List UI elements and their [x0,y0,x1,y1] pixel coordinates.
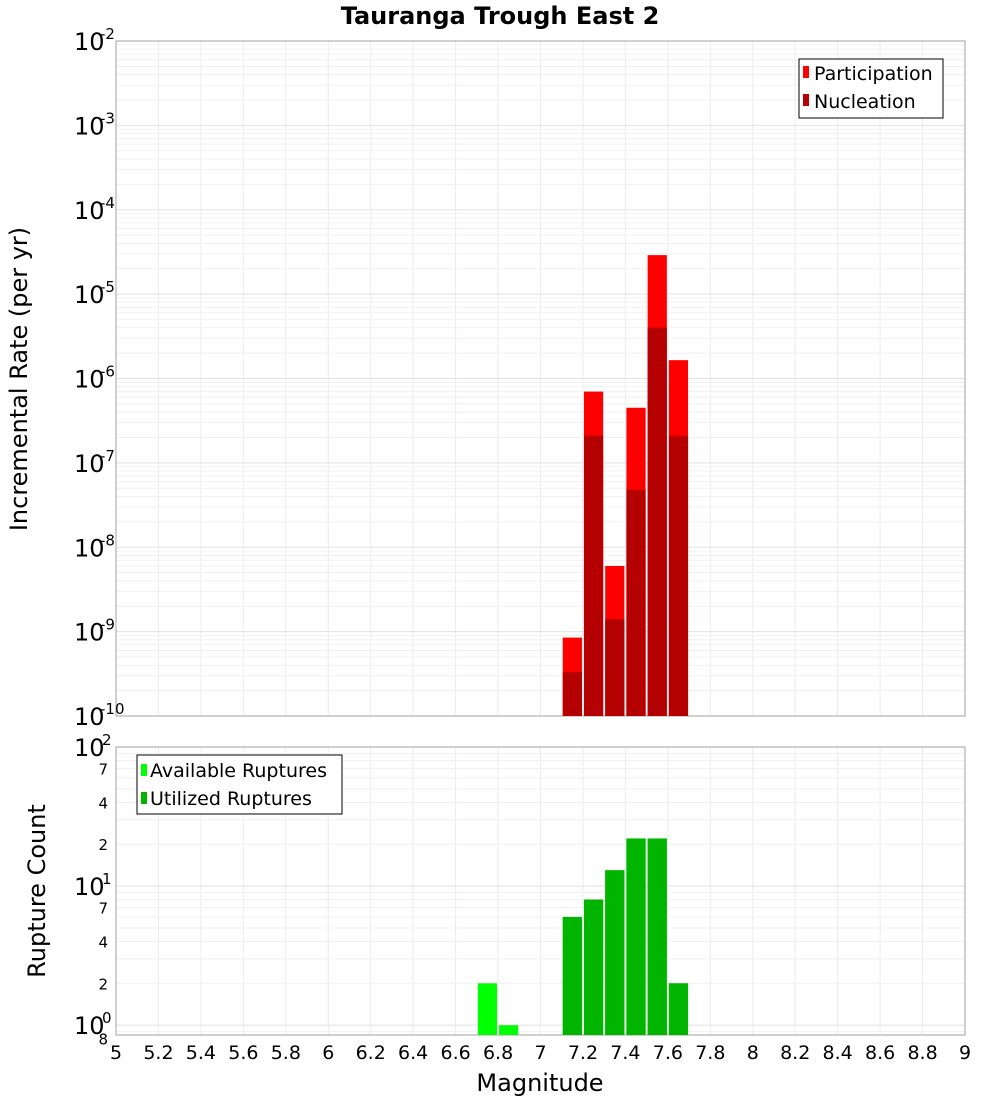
x-tick-label: 6.4 [398,1042,428,1064]
utilized-ruptures-bar [583,899,604,1035]
x-tick-label: 6 [322,1042,334,1064]
bottom-y-minor-tick-label: 8 [98,1031,108,1049]
bottom-y-tick-exponent: 2 [102,731,112,749]
legend-swatch-participation [803,66,809,78]
x-tick-label: 8 [747,1042,759,1064]
legend-label-available-ruptures: Available Ruptures [150,760,327,782]
x-axis-label: Magnitude [476,1069,603,1097]
x-tick-label: 5.4 [186,1042,216,1064]
x-tick-label: 7.8 [695,1042,725,1064]
utilized-ruptures-bar [605,870,625,1035]
nucleation-bar [647,327,667,716]
x-tick-labels: 5 5.2 5.4 5.6 5.8 6 6.2 6.4 6.6 6.8 7 7.2 7.4 7.6 7.8 8… [110,1042,971,1064]
chart-title: Tauranga Trough East 2 [341,2,660,30]
bottom-y-tick-exponent: 0 [102,1009,112,1027]
top-y-tick-label: 10 [74,703,105,731]
bottom-plot-frame [115,746,966,1036]
legend-swatch-nucleation [803,94,809,106]
top-y-tick-label: 10 [74,366,105,394]
x-tick-label: 8.6 [865,1042,895,1064]
top-y-tick-label: 10 [74,619,105,647]
x-tick-label: 6.8 [483,1042,513,1064]
nucleation-bar [605,619,625,716]
bottom-y-minor-tick-label: 7 [98,761,108,779]
top-y-tick-exponent: -2 [100,25,115,43]
bottom-y-tick-label: 10 [74,1012,105,1040]
legend-swatch-utilized-ruptures [141,792,147,804]
top-bars [562,255,689,716]
top-y-tick-label: 10 [74,281,105,309]
nucleation-bar [668,435,689,716]
utilized-ruptures-bar [562,916,582,1035]
top-y-tick-label: 10 [74,112,105,140]
x-tick-label: 8.4 [823,1042,853,1064]
legend-label-nucleation: Nucleation [814,91,916,113]
x-tick-label: 7.6 [653,1042,683,1064]
bottom-y-minor-tick-label: 2 [98,836,108,854]
top-y-tick-exponent: -8 [100,531,115,549]
bottom-y-tick-label: 10 [74,873,105,901]
top-gridlines [115,41,966,717]
top-legend: Participation Nucleation [798,58,944,119]
legend-label-utilized-ruptures: Utilized Ruptures [150,788,312,810]
bottom-y-minor-tick-label: 2 [98,975,108,993]
nucleation-bar [626,489,646,716]
bottom-y-tick-exponent: 1 [102,870,112,888]
bottom-y-tick-label: 10 [74,734,105,762]
legend-swatch-available-ruptures [141,764,147,776]
nucleation-bar [583,435,604,716]
top-y-tick-exponent: -3 [100,109,115,127]
available-ruptures-bar [477,983,498,1035]
top-y-tick-exponent: -9 [100,616,115,634]
top-y-tick-label: 10 [74,28,105,56]
x-tick-label: 5.6 [228,1042,258,1064]
x-tick-label: 5.8 [271,1042,301,1064]
top-y-tick-exponent: -7 [100,447,115,465]
top-y-tick-exponent: -10 [100,700,125,718]
utilized-ruptures-bar [668,983,689,1035]
x-tick-label: 7.4 [610,1042,640,1064]
bottom-bars [477,838,689,1035]
top-y-tick-label: 10 [74,197,105,225]
top-y-tick-labels: 10-210-310-410-510-610-710-810-910-10 [74,25,125,731]
x-tick-label: 8.8 [907,1042,937,1064]
bottom-legend: Available Ruptures Utilized Ruptures [136,754,343,815]
x-tick-label: 9 [959,1042,971,1064]
top-plot-frame [115,40,966,717]
top-y-tick-label: 10 [74,450,105,478]
x-tick-label: 5 [110,1042,122,1064]
top-y-tick-exponent: -5 [100,278,115,296]
utilized-ruptures-bar [647,838,667,1035]
utilized-ruptures-bar [626,838,646,1035]
top-y-axis-label: Incremental Rate (per yr) [5,227,33,531]
bottom-y-minor-tick-label: 4 [98,794,108,812]
x-tick-label: 8.2 [780,1042,810,1064]
nucleation-bar [562,672,582,716]
top-y-tick-exponent: -4 [100,194,115,212]
x-tick-label: 5.2 [143,1042,173,1064]
bottom-y-minor-tick-label: 7 [98,900,108,918]
available-ruptures-bar [499,1025,519,1035]
x-tick-label: 7.2 [568,1042,598,1064]
top-y-tick-label: 10 [74,534,105,562]
x-tick-label: 6.2 [356,1042,386,1064]
top-y-tick-exponent: -6 [100,363,115,381]
x-tick-label: 7 [534,1042,546,1064]
bottom-legend-box [136,754,343,815]
bottom-y-minor-tick-label: 4 [98,933,108,951]
legend-label-participation: Participation [814,63,933,85]
top-legend-box [798,58,944,119]
x-tick-label: 6.6 [440,1042,470,1064]
bottom-y-axis-label: Rupture Count [23,804,51,978]
